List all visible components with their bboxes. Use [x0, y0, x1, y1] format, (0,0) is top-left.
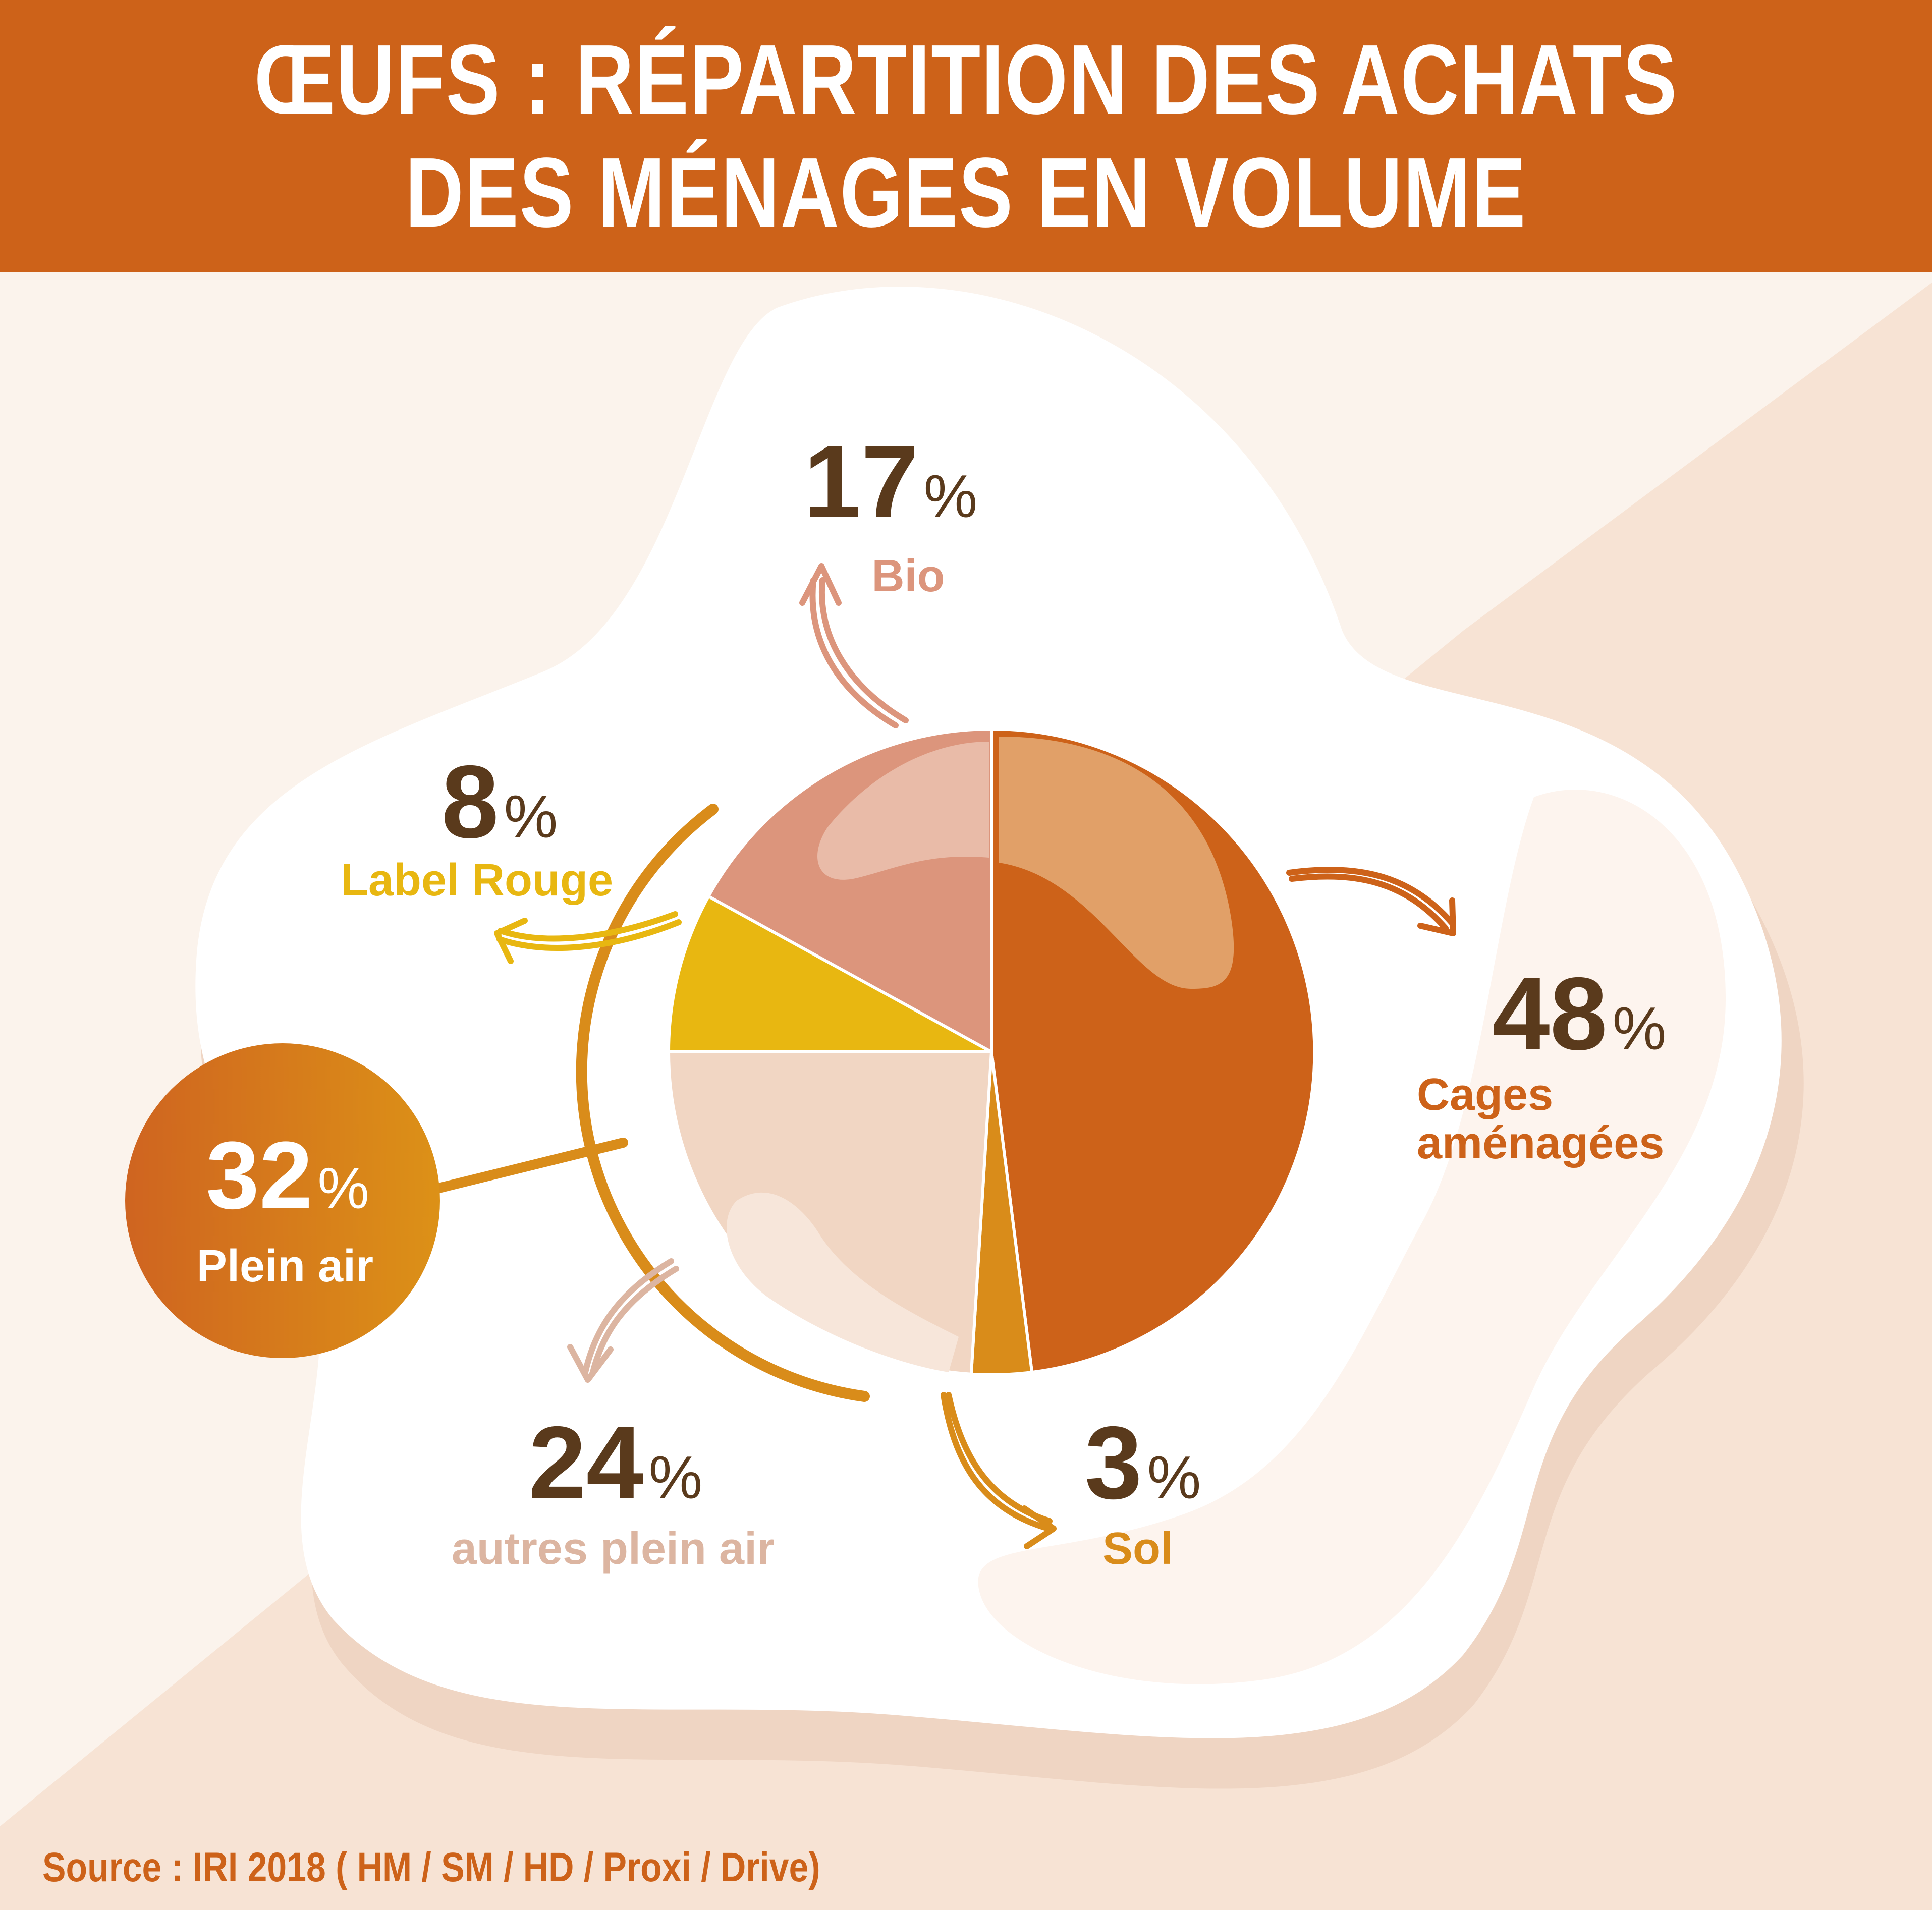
- plein-air-connector: [434, 1138, 628, 1193]
- header-banner: ŒUFS : RÉPARTITION DES ACHATS DES MÉNAGE…: [0, 0, 1932, 272]
- label-sol: Sol: [1102, 1524, 1173, 1574]
- value-bio: 17%: [804, 424, 978, 539]
- autres-highlight: [727, 1192, 959, 1372]
- cages-highlight: [999, 737, 1234, 989]
- plein-air-badge: [125, 1043, 440, 1358]
- title-line-2: DES MÉNAGES EN VOLUME: [405, 137, 1527, 248]
- value-cages: 48%: [1493, 956, 1667, 1072]
- label-autres-plein-air: autres plein air: [452, 1524, 775, 1574]
- slice-label-rouge: [667, 894, 992, 1053]
- value-label-rouge: 8%: [441, 744, 558, 860]
- egg-inner-highlight: [978, 790, 1726, 1684]
- source-note: Source : IRI 2018 ( HM / SM / HD / Proxi…: [42, 1844, 820, 1890]
- label-cages-line1: Cages: [1417, 1070, 1553, 1120]
- bio-highlight: [817, 742, 989, 880]
- label-cages-line2: aménagées: [1417, 1118, 1664, 1168]
- cages-arrow: [1286, 867, 1456, 936]
- bio-arrow: [799, 563, 909, 728]
- label-plein-air: Plein air: [197, 1241, 373, 1291]
- value-autres-plein-air: 24%: [529, 1405, 703, 1521]
- sol-arrow: [941, 1392, 1057, 1549]
- title-line-1: ŒUFS : RÉPARTITION DES ACHATS: [254, 24, 1678, 135]
- label-bio: Bio: [872, 551, 945, 601]
- autres-plein-air-arrow: [567, 1258, 679, 1383]
- label-label-rouge: Label Rouge: [341, 855, 613, 906]
- label-cages: Cages aménagées: [1417, 1070, 1664, 1168]
- value-sol: 3%: [1085, 1405, 1201, 1521]
- value-plein-air: 32%: [206, 1122, 369, 1229]
- label-rouge-arrow: [494, 911, 682, 964]
